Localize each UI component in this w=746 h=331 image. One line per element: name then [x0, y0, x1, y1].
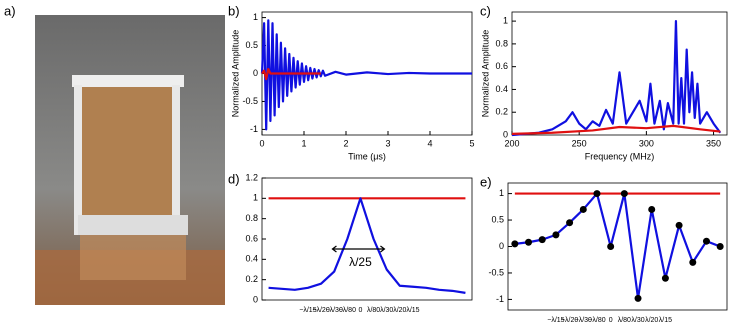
x-tick-label: 0 — [609, 317, 613, 324]
y-tick-label: 1 — [253, 193, 258, 203]
x-tick-label: −λ/15 — [299, 307, 316, 314]
x-tick-label: 3 — [385, 138, 390, 148]
x-tick-label: λ/15 — [406, 307, 419, 314]
data-point — [634, 294, 642, 302]
data-point — [579, 205, 587, 213]
y-tick-label: 0 — [253, 68, 258, 78]
data-point — [661, 274, 669, 282]
x-tick-label: −λ/20 — [312, 307, 329, 314]
data-point — [675, 221, 683, 229]
x-axis-label: Frequency (MHz) — [585, 151, 655, 161]
panel-label: e) — [480, 174, 492, 189]
data-point — [511, 240, 519, 248]
x-tick-label: λ/80 — [367, 307, 380, 314]
data-point — [566, 219, 574, 227]
y-tick-label: 0.8 — [245, 213, 258, 223]
x-tick-label: 2 — [343, 138, 348, 148]
y-tick-label: 0.8 — [495, 38, 508, 48]
y-tick-label: 1 — [503, 15, 508, 25]
x-tick-label: 350 — [706, 138, 721, 148]
panel-label: a) — [4, 3, 16, 18]
x-tick-label: −λ/15 — [547, 317, 564, 324]
y-tick-label: -1 — [496, 294, 504, 304]
data-line — [511, 20, 722, 137]
x-tick-label: λ/20 — [645, 317, 658, 324]
y-tick-label: 0.4 — [495, 84, 508, 94]
data-line — [514, 192, 721, 300]
x-tick-label: λ/80 — [618, 317, 631, 324]
x-tick-label: λ/15 — [659, 317, 672, 324]
y-tick-label: 0.5 — [245, 40, 258, 50]
x-tick-label: −λ/30 — [575, 317, 592, 324]
data-point — [702, 237, 710, 245]
y-tick-label: 1 — [499, 188, 504, 198]
panel-label: b) — [228, 3, 240, 18]
x-tick-label: 200 — [504, 138, 519, 148]
data-point — [716, 243, 724, 250]
x-tick-label: 5 — [469, 138, 474, 148]
y-axis-label: Normalized Amplitude — [230, 30, 240, 118]
y-tick-label: 0.2 — [495, 107, 508, 117]
x-tick-label: λ/20 — [393, 307, 406, 314]
x-tick-label: 0 — [358, 307, 362, 314]
y-tick-label: -0.5 — [488, 267, 504, 277]
data-point — [552, 231, 560, 239]
x-tick-label: 250 — [572, 138, 587, 148]
x-axis-label: Time (μs) — [348, 151, 386, 161]
y-tick-label: -1 — [250, 124, 258, 134]
y-tick-label: 0.4 — [245, 254, 258, 264]
data-line — [268, 197, 466, 294]
y-tick-label: 0.6 — [495, 61, 508, 71]
data-line — [260, 19, 472, 131]
y-tick-label: -0.5 — [242, 96, 258, 106]
data-point — [538, 236, 546, 244]
panel-label: c) — [480, 3, 491, 18]
data-point — [525, 238, 533, 246]
x-tick-label: −λ/80 — [339, 307, 356, 314]
y-tick-label: 0.5 — [491, 214, 504, 224]
x-tick-label: −λ/80 — [588, 317, 605, 324]
x-tick-label: λ/30 — [380, 307, 393, 314]
annotation: λ/25 — [349, 255, 372, 269]
x-tick-label: 300 — [639, 138, 654, 148]
x-tick-label: 1 — [301, 138, 306, 148]
data-line — [261, 67, 321, 81]
y-tick-label: 0 — [253, 294, 258, 304]
x-tick-label: −λ/20 — [561, 317, 578, 324]
y-tick-label: 1.2 — [245, 172, 258, 182]
x-tick-label: −λ/30 — [326, 307, 343, 314]
data-point — [620, 190, 628, 198]
y-tick-label: 0.6 — [245, 233, 258, 243]
data-point — [648, 205, 656, 213]
panel-label: d) — [228, 171, 240, 186]
x-tick-label: 0 — [259, 138, 264, 148]
y-tick-label: 0 — [499, 241, 504, 251]
y-tick-label: 0.2 — [245, 274, 258, 284]
y-tick-label: 0 — [503, 129, 508, 139]
photo — [35, 15, 225, 305]
data-line — [511, 124, 721, 135]
x-tick-label: λ/30 — [631, 317, 644, 324]
data-point — [689, 258, 697, 266]
plot-frame — [507, 182, 728, 311]
y-tick-label: 1 — [253, 12, 258, 22]
y-axis-label: Normalized Amplitude — [480, 30, 490, 118]
x-tick-label: 4 — [427, 138, 432, 148]
plot-frame — [511, 11, 728, 136]
plot-frame — [261, 177, 473, 301]
data-point — [593, 190, 601, 198]
data-point — [607, 243, 615, 250]
annotation-arrow — [331, 245, 386, 253]
